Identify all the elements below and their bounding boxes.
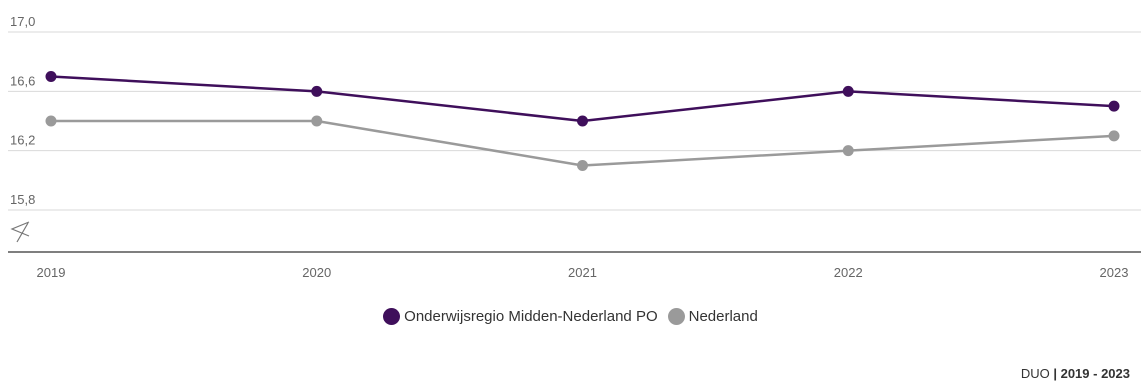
axis-break-icon <box>10 221 30 243</box>
series-line-nederland <box>51 119 1115 167</box>
data-point-region <box>1108 100 1120 112</box>
x-tick-label: 2023 <box>1100 265 1129 280</box>
data-point-nederland <box>577 160 588 171</box>
y-tick-label: 17,0 <box>10 14 35 29</box>
data-point-nederland <box>45 115 57 127</box>
series-group <box>45 71 1120 171</box>
x-tick-label: 2020 <box>302 265 331 280</box>
x-tick-label: 2021 <box>568 265 597 280</box>
y-axis-tick-labels: 17,0 16,6 16,2 15,8 <box>10 14 35 207</box>
y-tick-label: 16,2 <box>10 133 35 148</box>
source-name: DUO <box>1020 366 1050 381</box>
legend-marker-nederland <box>667 308 685 325</box>
x-tick-label: 2022 <box>834 265 863 280</box>
source-separator: | <box>1053 366 1057 381</box>
legend-label-region: Onderwijsregio Midden-Nederland PO <box>404 308 658 325</box>
line-chart: 17,0 16,6 16,2 15,8 2019 2020 2021 2022 2023 <box>8 14 1141 280</box>
legend-marker-region <box>383 308 401 325</box>
source-years: 2019 - 2023 <box>1060 366 1130 381</box>
gridlines <box>8 31 1141 211</box>
legend-label-nederland: Nederland <box>688 308 758 325</box>
source-credit: DUO | 2019 - 2023 <box>1021 366 1130 381</box>
data-point-region <box>311 85 323 97</box>
data-point-nederland <box>311 115 323 127</box>
y-tick-label: 15,8 <box>10 192 35 207</box>
legend-item-nederland[interactable]: Nederland <box>667 308 758 325</box>
legend-item-region[interactable]: Onderwijsregio Midden-Nederland PO <box>383 308 658 325</box>
data-point-region <box>45 71 57 82</box>
series-line-region <box>50 75 1115 123</box>
x-tick-label: 2019 <box>37 265 66 280</box>
legend: Onderwijsregio Midden-Nederland PO Neder… <box>0 308 1141 325</box>
data-point-region <box>577 115 588 127</box>
data-point-nederland <box>842 145 854 157</box>
data-point-region <box>842 85 854 97</box>
data-point-nederland <box>1108 130 1120 142</box>
y-tick-label: 16,6 <box>10 73 35 88</box>
x-axis-tick-labels: 2019 2020 2021 2022 2023 <box>37 265 1129 280</box>
